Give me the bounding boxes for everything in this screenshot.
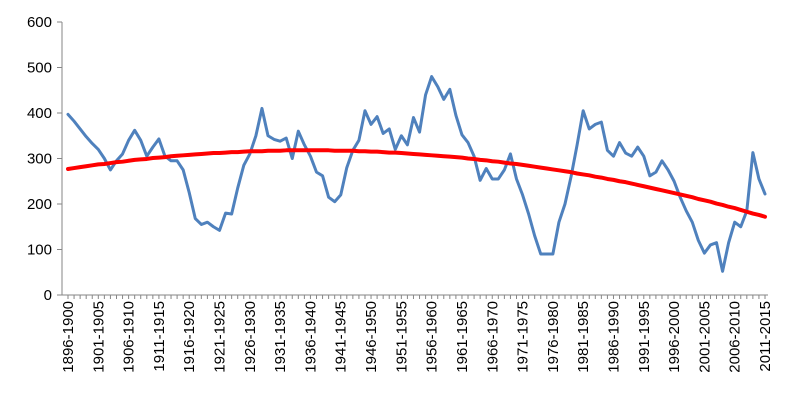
x-tick-label: 1986-1990 [605, 301, 622, 373]
x-tick-label: 1981-1985 [575, 301, 592, 373]
x-tick-label: 1951-1955 [393, 301, 410, 373]
y-tick-label: 100 [27, 242, 52, 259]
x-tick-label: 1976-1980 [545, 301, 562, 373]
x-tick-label: 1916-1920 [181, 301, 198, 373]
y-tick-label: 300 [27, 151, 52, 168]
x-tick-label: 1921-1925 [212, 301, 229, 373]
line-series [66, 75, 767, 273]
x-tick-label: 1961-1965 [454, 301, 471, 373]
x-tick-label: 1906-1910 [121, 301, 138, 373]
x-tick-label: 1901-1905 [90, 301, 107, 373]
x-tick-label: 1946-1950 [363, 301, 380, 373]
x-tick-label: 2011-2015 [757, 301, 774, 372]
y-tick-label: 400 [27, 105, 52, 122]
x-tick-label: 1926-1930 [242, 301, 259, 373]
x-tick-label: 1996-2000 [666, 301, 683, 373]
x-tick-label: 1966-1970 [484, 301, 501, 373]
x-tick-label: 1896-1900 [60, 301, 77, 373]
x-tick-label: 1931-1935 [272, 301, 289, 373]
y-tick-label: 0 [44, 287, 52, 304]
line-series [66, 148, 767, 219]
x-tick-label: 1991-1995 [636, 301, 653, 373]
x-tick-label: 1971-1975 [515, 301, 532, 373]
x-tick-label: 1911-1915 [151, 301, 168, 372]
x-tick-label: 2006-2010 [727, 301, 744, 373]
y-tick-label: 500 [27, 60, 52, 77]
x-tick-label: 2001-2005 [696, 301, 713, 373]
y-tick-label: 200 [27, 196, 52, 213]
x-tick-label: 1936-1940 [302, 301, 319, 373]
y-tick-label: 600 [27, 14, 52, 31]
x-tick-label: 1956-1960 [424, 301, 441, 373]
x-tick-label: 1941-1945 [333, 301, 350, 373]
